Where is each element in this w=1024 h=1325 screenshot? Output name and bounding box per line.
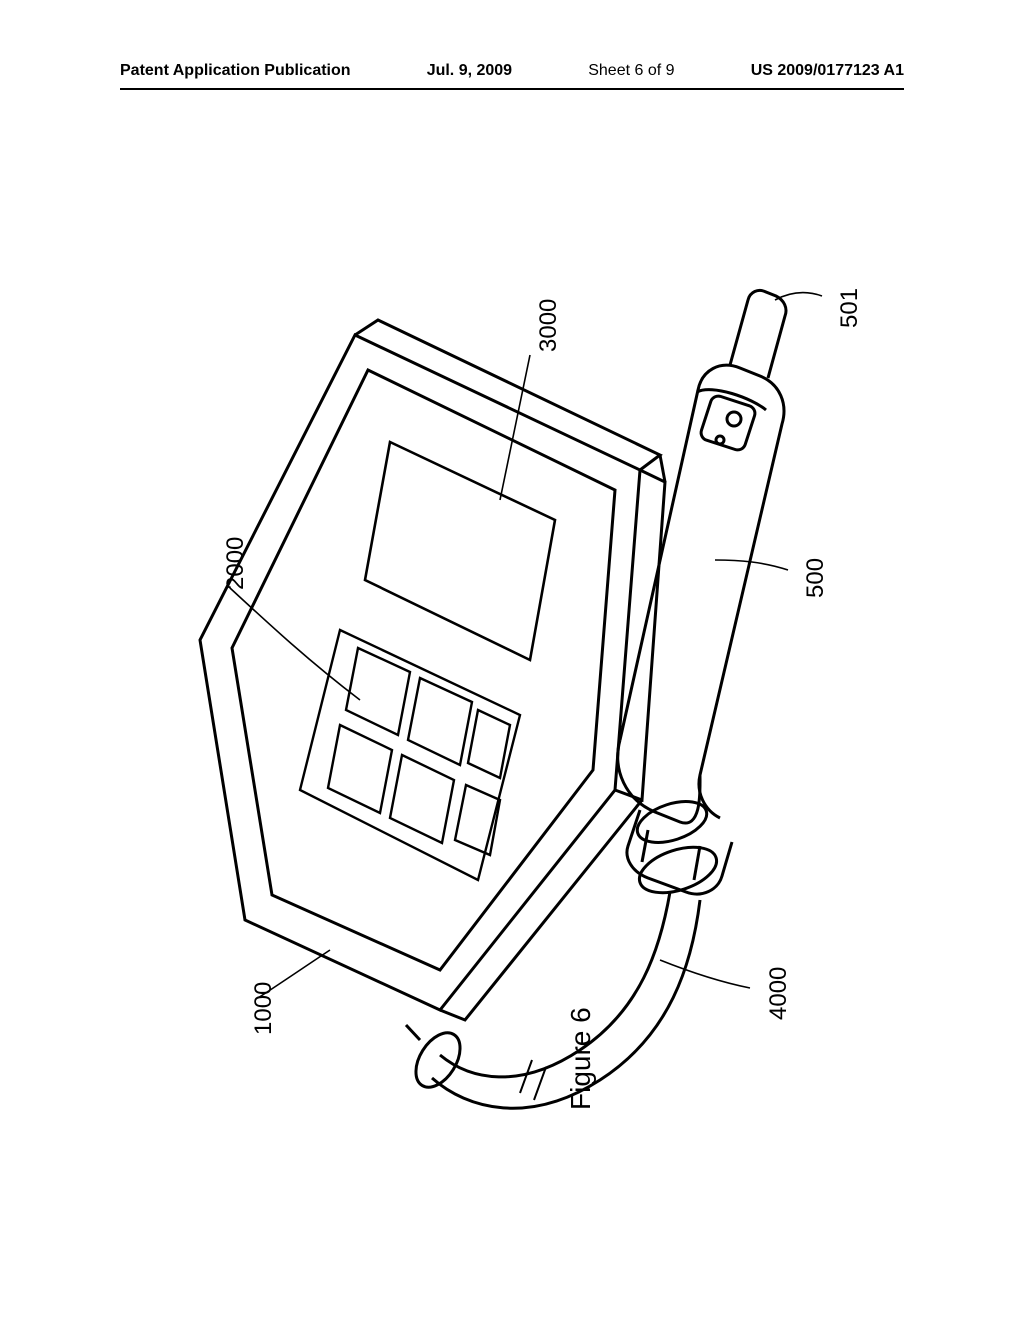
handpiece-collar (627, 794, 732, 902)
console-display (365, 442, 555, 660)
ref-2000: 2000 (222, 537, 250, 590)
ref-4000: 4000 (765, 967, 793, 1020)
cable (406, 892, 700, 1108)
patent-figure: 501 500 4000 3000 2000 1000 Figure 6 (0, 0, 1024, 1320)
ref-500: 500 (802, 558, 830, 598)
console-body (200, 320, 665, 1020)
figure-caption: Figure 6 (565, 1007, 597, 1110)
ref-3000: 3000 (535, 299, 563, 352)
handpiece-body (618, 290, 786, 823)
figure-svg (0, 0, 1024, 1320)
ref-1000: 1000 (250, 982, 278, 1035)
console-keypad (300, 630, 520, 880)
leader-lines (230, 293, 822, 998)
ref-501: 501 (836, 288, 864, 328)
